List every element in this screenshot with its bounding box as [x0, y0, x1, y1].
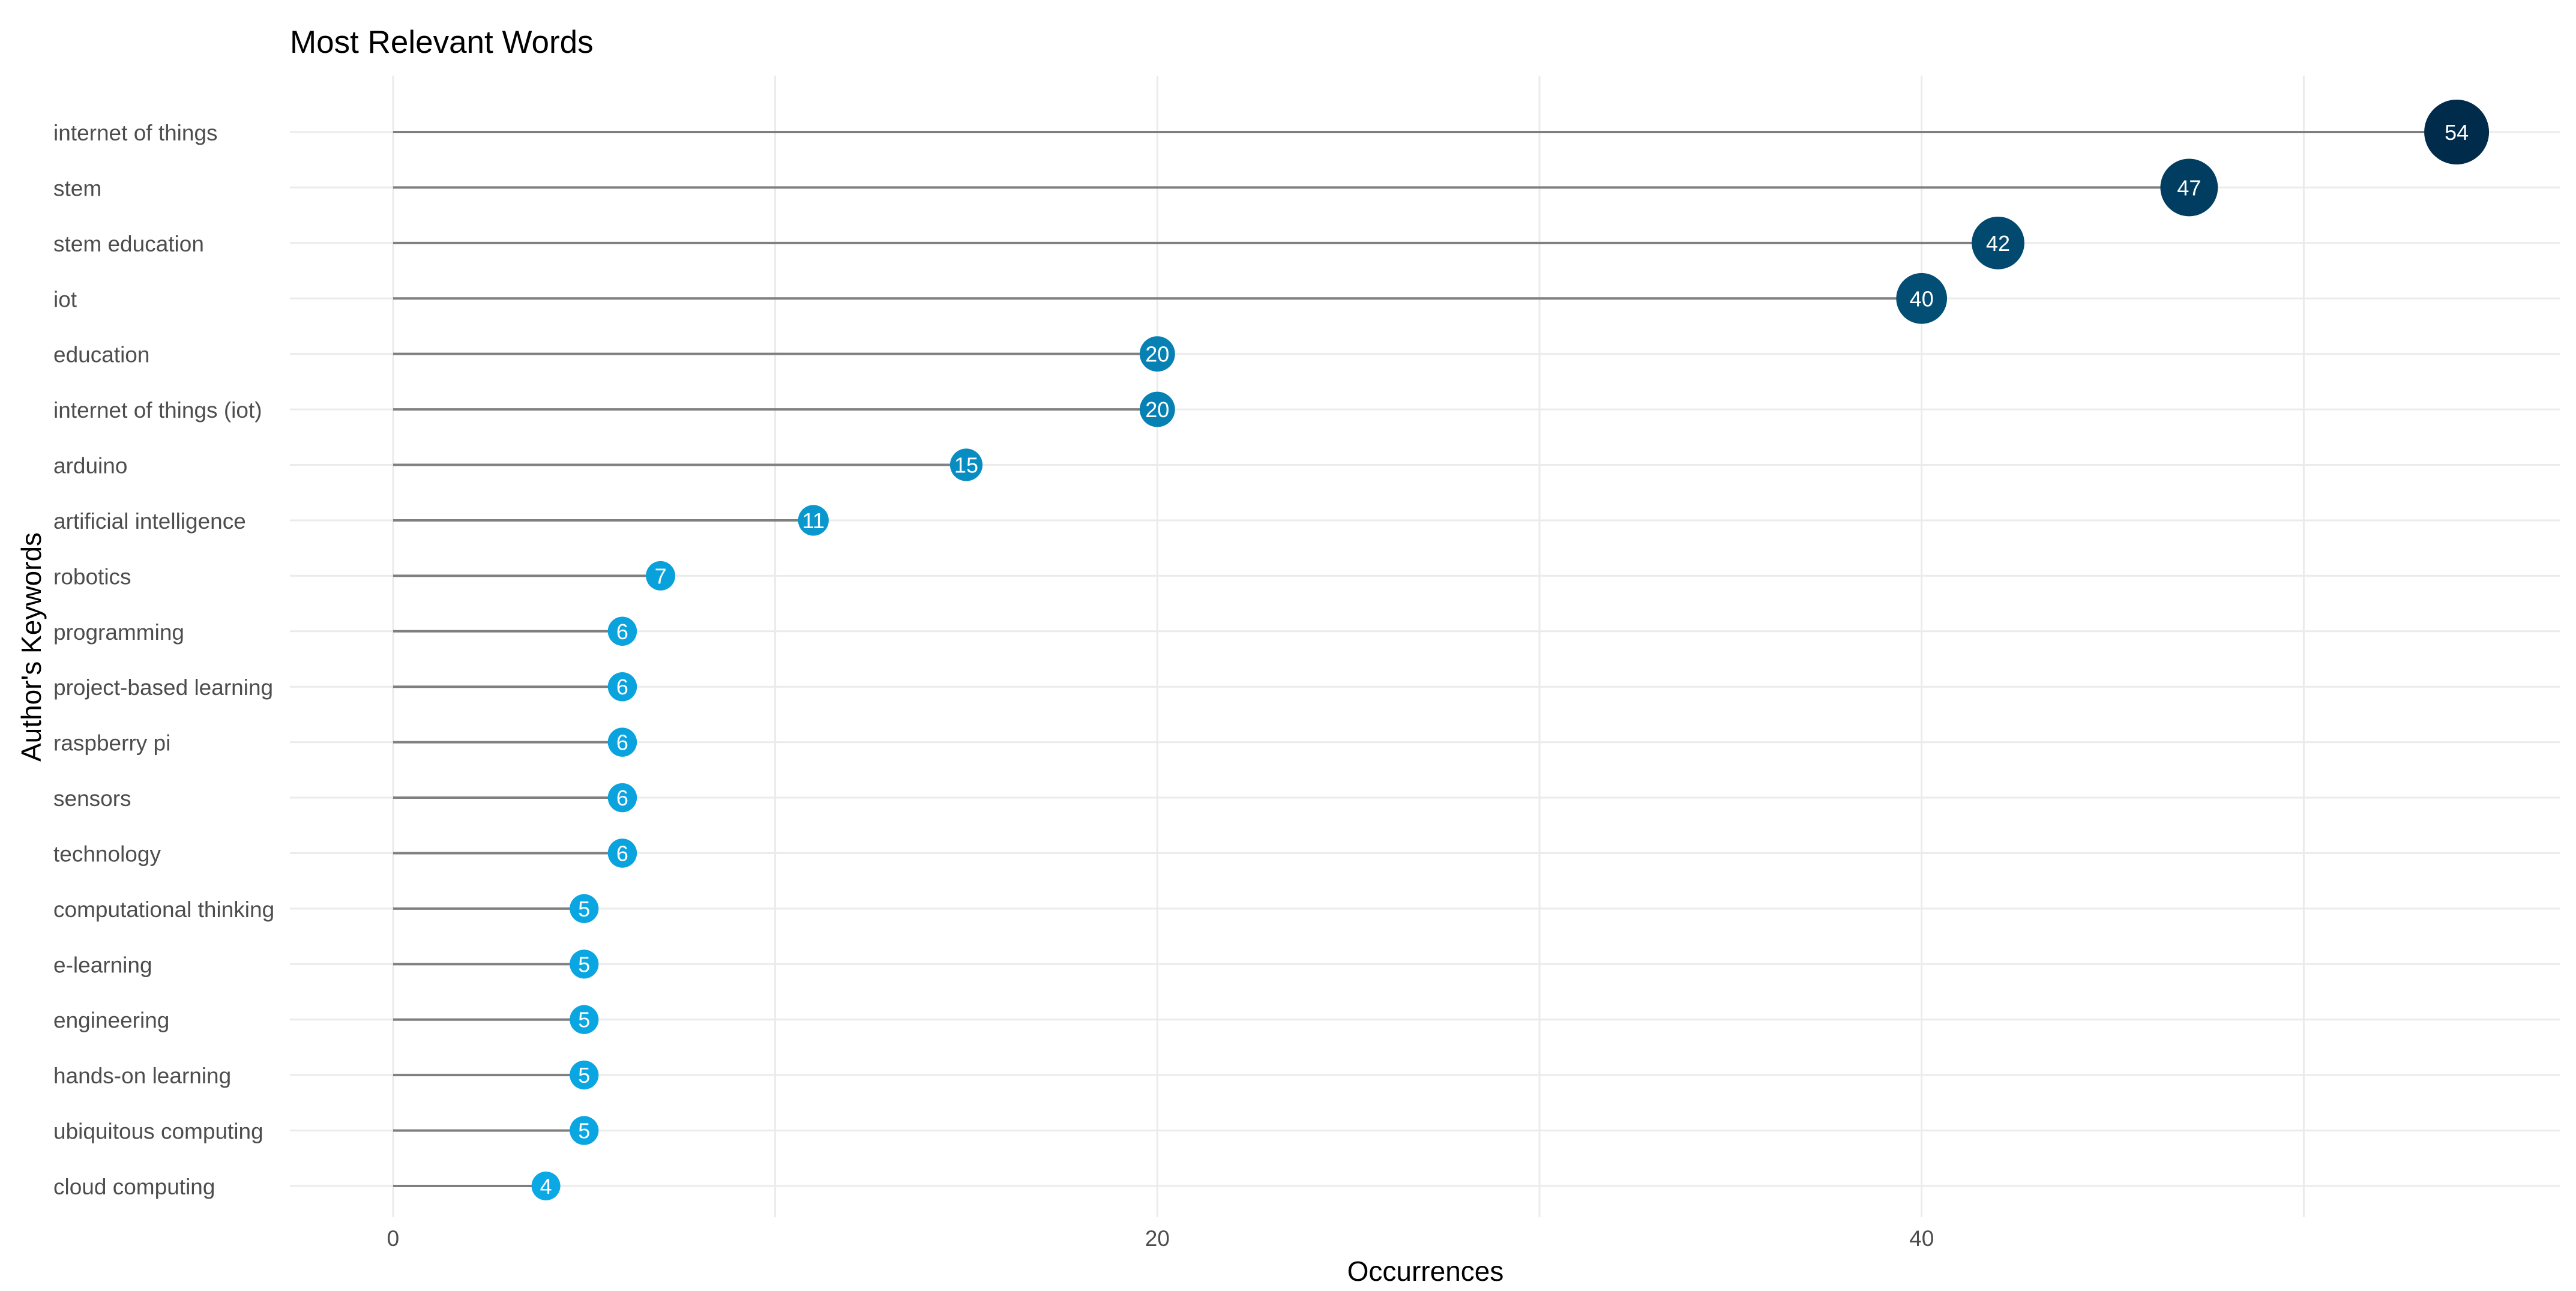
y-tick-label: project-based learning: [53, 675, 273, 700]
data-label: 54: [2445, 120, 2469, 145]
lollipop-point: [1139, 336, 1175, 372]
y-tick-label: ubiquitous computing: [53, 1119, 263, 1144]
lollipop-point: [798, 505, 829, 536]
data-label: 6: [616, 619, 628, 644]
lollipop-point: [2160, 158, 2218, 217]
y-tick-label: artificial intelligence: [53, 509, 246, 534]
y-tick-label: cloud computing: [53, 1175, 215, 1199]
data-label: 5: [578, 1008, 590, 1032]
data-label: 4: [540, 1174, 552, 1199]
lollipop-point: [949, 448, 983, 481]
data-label: 5: [578, 1063, 590, 1088]
lollipop-point: [607, 672, 637, 702]
lollipop-point: [607, 838, 637, 868]
y-tick-label: education: [53, 343, 149, 367]
data-label: 5: [578, 897, 590, 921]
lollipop-point: [531, 1172, 561, 1200]
data-label: 20: [1145, 342, 1169, 367]
y-tick-label: robotics: [53, 564, 131, 589]
lollipop-point: [646, 561, 676, 591]
x-tick-label: 20: [1145, 1226, 1170, 1251]
lollipop-point: [570, 1116, 599, 1145]
grid-layer: [290, 76, 2560, 1217]
data-label: 7: [655, 564, 667, 588]
y-tick-label: arduino: [53, 454, 127, 478]
y-tick-label: internet of things (iot): [53, 398, 262, 423]
lollipop-point: [570, 1061, 599, 1090]
lollipop-point: [570, 949, 599, 979]
axis-layer: internet of things stem stem education iot e…: [53, 121, 1934, 1251]
chart-title: Most Relevant Words: [290, 25, 594, 60]
x-tick-label: 0: [387, 1226, 400, 1251]
data-label: 11: [802, 508, 825, 533]
lollipop-point: [1896, 272, 1948, 324]
y-tick-label: raspberry pi: [53, 731, 170, 756]
y-tick-label: iot: [53, 287, 77, 311]
data-label: 6: [616, 675, 628, 699]
lollipop-point: [607, 783, 637, 813]
y-tick-label: engineering: [53, 1008, 169, 1033]
data-label: 42: [1986, 231, 2010, 256]
data-label: 6: [616, 786, 628, 810]
y-tick-label: sensors: [53, 786, 131, 811]
y-tick-label: computational thinking: [53, 897, 274, 922]
data-label: 15: [954, 453, 978, 478]
data-label: 6: [616, 841, 628, 865]
y-tick-label: programming: [53, 620, 184, 645]
y-tick-label: e-learning: [53, 952, 152, 977]
lollipop-point: [1139, 391, 1175, 427]
lollipop-point: [570, 1005, 599, 1034]
lollipop-point: [607, 616, 637, 646]
lollipop-point: [607, 727, 637, 757]
y-tick-label: hands-on learning: [53, 1064, 231, 1088]
x-tick-label: 40: [1909, 1226, 1934, 1251]
stem-layer: [393, 131, 2457, 1187]
y-tick-label: stem education: [53, 232, 204, 256]
data-label: 40: [1910, 286, 1934, 311]
lollipop-point: [570, 894, 599, 923]
x-axis-title: Occurrences: [1347, 1256, 1504, 1287]
y-tick-label: stem: [53, 176, 101, 200]
y-tick-label: technology: [53, 841, 161, 866]
data-label: 47: [2177, 175, 2201, 200]
data-label: 6: [616, 730, 628, 755]
y-axis-title: Author's Keywords: [16, 532, 47, 762]
data-label: 5: [578, 952, 590, 977]
lollipop-point: [1972, 216, 2024, 269]
lollipop-point: [2424, 100, 2490, 164]
data-label: 5: [578, 1119, 590, 1143]
y-tick-label: internet of things: [53, 121, 218, 145]
data-label: 20: [1145, 397, 1169, 422]
